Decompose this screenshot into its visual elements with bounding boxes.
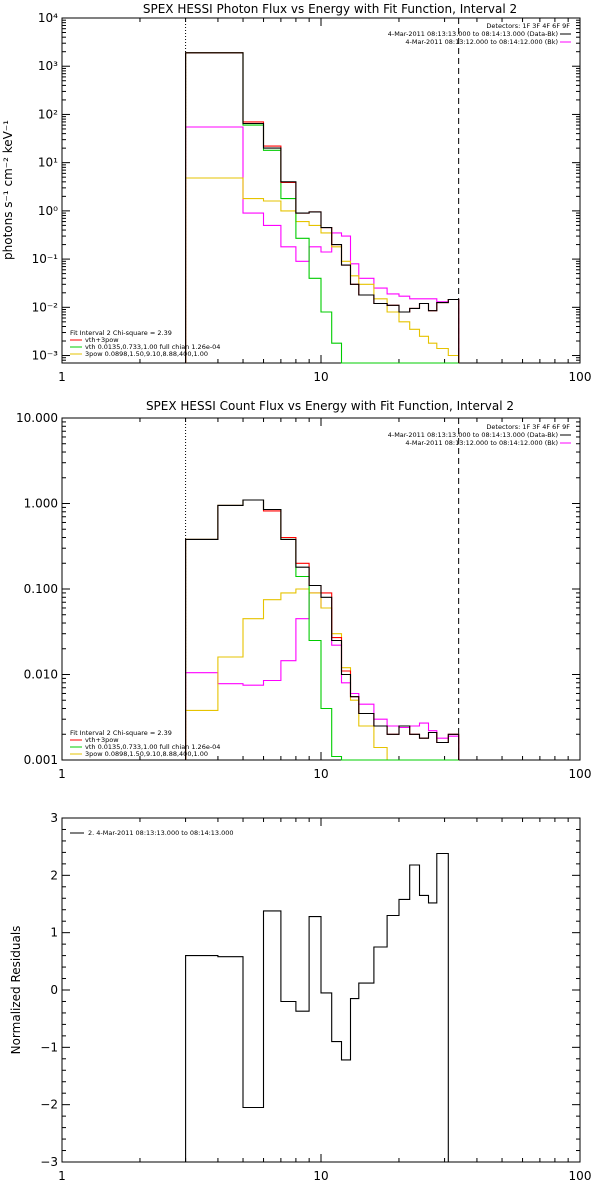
background-series-line [185, 126, 460, 363]
legend-bk: 4-Mar-2011 08:13:12.000 to 08:14:12.000 … [405, 439, 558, 447]
count-flux-legend-bottom: Fit Interval 2 Chi-square = 2.39 vth+3po… [70, 729, 220, 758]
residuals-series [185, 852, 449, 1162]
y-tick-label: 10¹ [38, 156, 58, 170]
y-tick-label: −2 [40, 1098, 58, 1112]
x-tick-label: 1 [58, 1169, 66, 1183]
count-flux-series [185, 418, 460, 761]
thermal-series-line [185, 52, 459, 364]
photon-flux-legend-top: Detectors: 1F 3F 4F 6F 9F 4-Mar-2011 08:… [388, 22, 571, 46]
total-series-line [185, 52, 460, 363]
data-series-line [185, 852, 449, 1162]
y-tick-label: 10³ [38, 59, 58, 73]
y-tick-label: 0 [50, 983, 58, 997]
legend-fit-title: Fit Interval 2 Chi-square = 2.39 [70, 729, 172, 737]
count-flux-ticks: 1 10 100 0.001 0.010 0.100 1.000 10.000 [16, 411, 591, 781]
count-flux-title: SPEX HESSI Count Flux vs Energy with Fit… [146, 399, 514, 413]
y-tick-label: 1.000 [24, 497, 58, 511]
residuals-ylabel: Normalized Residuals [9, 926, 23, 1055]
legend-thermal: vth 0.0135,0.733,1.00 full chian 1.26e-0… [85, 343, 220, 351]
legend-total: vth+3pow [85, 336, 119, 344]
y-tick-label: −1 [40, 1040, 58, 1054]
legend-detectors: Detectors: 1F 3F 4F 6F 9F [486, 423, 570, 431]
y-tick-label: 10.000 [16, 411, 58, 425]
y-tick-label: 1 [50, 926, 58, 940]
x-tick-label: 100 [569, 370, 592, 384]
y-tick-label: 10⁻¹ [32, 252, 59, 266]
x-tick-label: 1 [58, 767, 66, 781]
photon-flux-ylabel: photons s⁻¹ cm⁻² keV⁻¹ [1, 120, 15, 260]
count-flux-legend-top: Detectors: 1F 3F 4F 6F 9F 4-Mar-2011 08:… [388, 423, 571, 447]
total-series-line [185, 499, 460, 760]
x-tick-label: 10 [313, 767, 328, 781]
thermal-series-line [185, 499, 459, 761]
y-tick-label: 10⁰ [38, 204, 58, 218]
x-tick-label: 100 [569, 767, 592, 781]
legend-fit-title: Fit Interval 2 Chi-square = 2.39 [70, 329, 172, 337]
count-flux-panel: SPEX HESSI Count Flux vs Energy with Fit… [16, 399, 591, 781]
x-tick-label: 10 [313, 1169, 328, 1183]
legend-total: vth+3pow [85, 736, 119, 744]
legend-detectors: Detectors: 1F 3F 4F 6F 9F [486, 22, 570, 30]
photon-flux-title: SPEX HESSI Photon Flux vs Energy with Fi… [143, 2, 517, 16]
legend-data-bk: 4-Mar-2011 08:13:13.000 to 08:14:13.000 … [388, 30, 558, 38]
x-tick-label: 1 [58, 370, 66, 384]
powerlaw-series-line [185, 177, 460, 363]
background-series-line [185, 592, 460, 760]
y-tick-label: 10⁴ [38, 11, 58, 25]
y-tick-label: −3 [40, 1155, 58, 1169]
y-tick-label: 10² [38, 107, 58, 121]
y-tick-label: 2 [50, 868, 58, 882]
photon-flux-legend-bottom: Fit Interval 2 Chi-square = 2.39 vth+3po… [70, 329, 220, 358]
data-series-line [185, 499, 460, 760]
photon-flux-series [185, 18, 460, 364]
x-tick-label: 10 [313, 370, 328, 384]
y-tick-label: 10⁻² [32, 300, 59, 314]
y-tick-label: 0.100 [24, 582, 58, 596]
x-tick-label: 100 [569, 1169, 592, 1183]
legend-data-bk: 4-Mar-2011 08:13:13.000 to 08:14:13.000 … [388, 431, 558, 439]
y-tick-label: 0.010 [24, 668, 58, 682]
residuals-ticks: 1 10 100 −3 −2 −1 0 1 2 3 [40, 811, 591, 1183]
y-tick-label: 0.001 [24, 753, 58, 767]
legend-thermal: vth 0.0135,0.733,1.00 full chian 1.26e-0… [85, 743, 220, 751]
legend-powerlaw: 3pow 0.0898,1.50,9.10,8.88,400,1.00 [85, 750, 208, 758]
legend-powerlaw: 3pow 0.0898,1.50,9.10,8.88,400,1.00 [85, 350, 208, 358]
data-series-line [185, 52, 460, 363]
y-tick-label: 3 [50, 811, 58, 825]
legend-bk: 4-Mar-2011 08:13:12.000 to 08:14:12.000 … [405, 38, 558, 46]
photon-flux-ticks: 1 10 100 10⁻³ 10⁻² 10⁻¹ 10⁰ 10¹ 10² 10³ 10⁴ [32, 11, 592, 384]
photon-flux-panel: SPEX HESSI Photon Flux vs Energy with Fi… [1, 2, 591, 384]
residuals-legend: 2. 4-Mar-2011 08:13:13.000 to 08:14:13.0… [88, 829, 234, 837]
y-tick-label: 10⁻³ [32, 349, 59, 363]
residuals-panel: Normalized Residuals 1 10 100 −3 −2 −1 0 1 2 3 2.… [9, 811, 591, 1183]
